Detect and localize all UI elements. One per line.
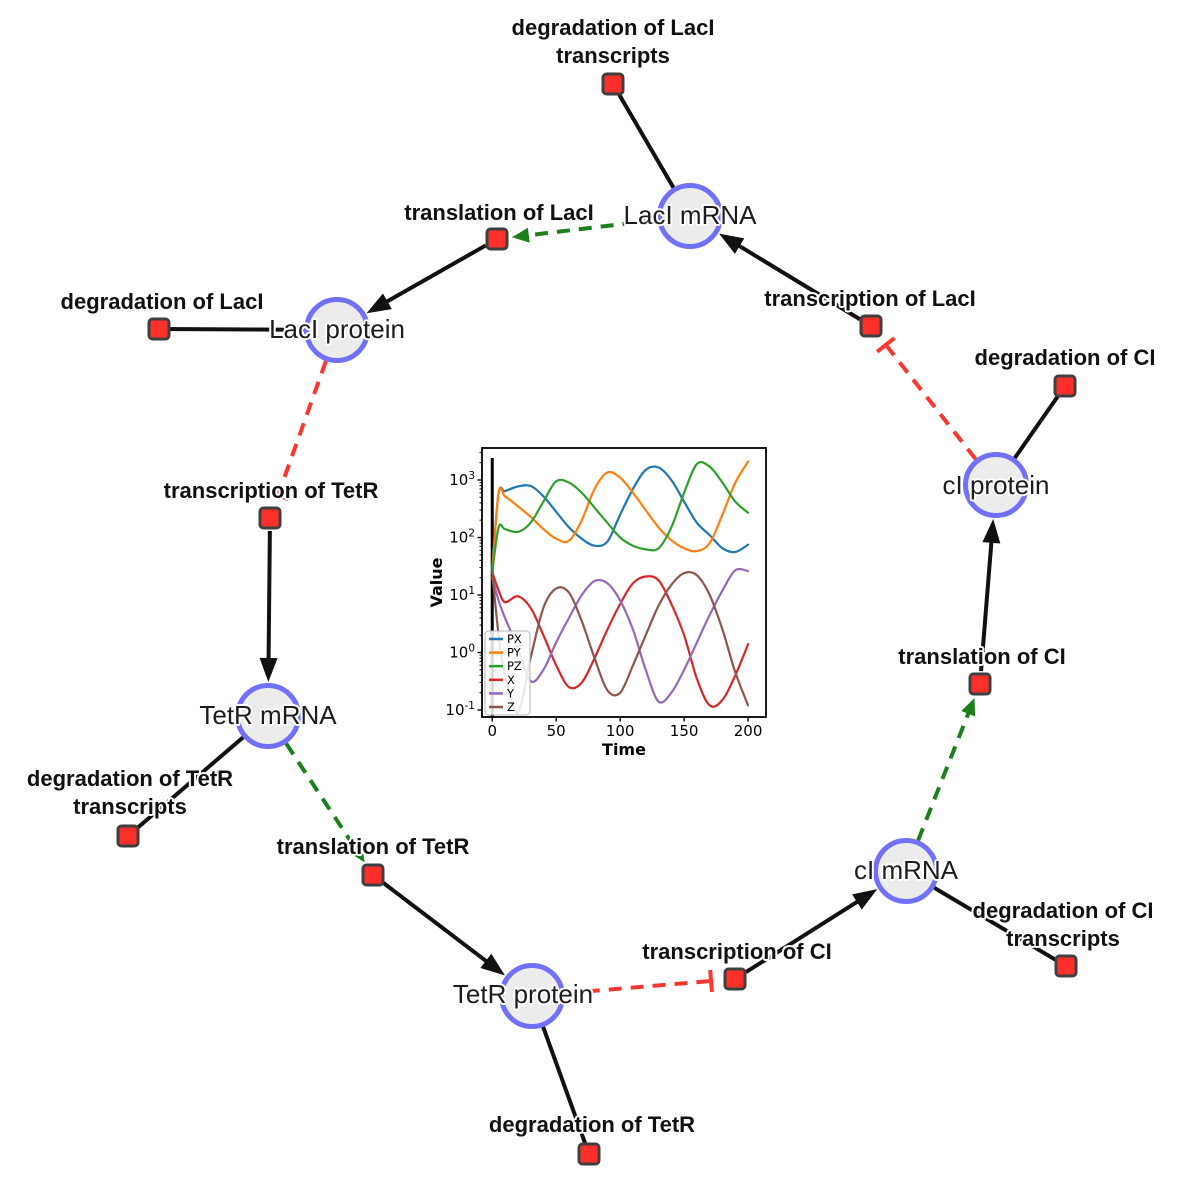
edge-tetr-protein-to-transcription-of-ci <box>564 969 714 996</box>
x-tick-label: 100 <box>606 722 635 740</box>
timecourse-plot-svg: 0 50 100 150 20010-1100101102103TimeValuePXP… <box>427 447 767 759</box>
legend-label-PY: PY <box>507 646 522 660</box>
catalysis-arrowhead-icon <box>511 227 530 243</box>
edge-translation-of-ci-to-ci-protein <box>979 518 1001 672</box>
plot-x-axis-label: Time <box>602 740 646 759</box>
legend-label-PZ: PZ <box>507 659 522 673</box>
arrowhead-icon <box>982 518 1001 544</box>
edge-ci-protein-to-deg-ci <box>994 384 1067 487</box>
inhibition-tbar-icon <box>267 489 290 501</box>
series-PY-line <box>491 460 750 574</box>
y-tick-label: 100 <box>449 643 475 662</box>
inhibition-tbar-icon <box>708 969 714 993</box>
edge-translation-of-laci-to-laci-protein <box>366 243 487 314</box>
arrowhead-icon <box>480 953 505 976</box>
catalysis-arrowhead-icon <box>349 844 365 863</box>
edge-ci-mrna-to-deg-ci-transcripts <box>904 869 1068 968</box>
series-X-line <box>491 571 750 708</box>
edge-transcription-of-ci-to-ci-mrna <box>744 889 878 974</box>
y-tick-label: 103 <box>449 470 475 489</box>
arrowhead-icon <box>719 233 745 254</box>
edge-laci-mrna-to-translation-of-laci <box>511 217 658 243</box>
edge-tetr-mrna-to-deg-tetr-transcripts <box>126 714 270 838</box>
plot-axes-box <box>481 447 767 718</box>
y-tick-label: 101 <box>449 585 475 604</box>
edge-transcription-of-tetr-to-tetr-mrna <box>259 530 278 683</box>
arrowhead-icon <box>852 889 878 910</box>
legend-label-PX: PX <box>507 632 522 646</box>
y-tick-label: 102 <box>449 528 475 547</box>
plot-y-axis-label: Value <box>430 557 446 607</box>
edge-laci-mrna-to-deg-laci-transcripts <box>611 82 692 218</box>
edge-laci-protein-to-transcription-of-tetr <box>267 360 328 501</box>
timecourse-plot: 0 50 100 150 200 10-1 100 101 102 103 Time Value PX P… <box>427 432 776 766</box>
series-PZ-line <box>491 461 750 574</box>
x-tick-label: 50 <box>547 722 566 740</box>
edge-ci-protein-to-transcription-of-laci <box>875 336 978 461</box>
series-Z-line <box>491 571 750 714</box>
edge-laci-protein-to-deg-laci <box>158 327 338 332</box>
arrowhead-icon <box>259 657 278 683</box>
arrowhead-icon <box>366 293 392 314</box>
x-tick-label: 200 <box>734 722 763 740</box>
y-tick-label: 10-1 <box>445 700 475 719</box>
series-Y-line <box>491 567 750 704</box>
x-tick-label: 0 <box>487 722 497 740</box>
edge-tetr-mrna-to-translation-of-tetr <box>284 742 365 863</box>
edge-transcription-of-laci-to-laci-mrna <box>719 233 861 321</box>
catalysis-arrowhead-icon <box>961 697 976 717</box>
edge-ci-mrna-to-translation-of-ci <box>916 697 976 842</box>
legend-label-Z: Z <box>507 700 515 714</box>
edge-tetr-protein-to-deg-tetr <box>530 995 591 1155</box>
edge-translation-of-tetr-to-tetr-protein <box>382 881 505 976</box>
legend-label-X: X <box>507 673 515 687</box>
legend-label-Y: Y <box>506 686 515 700</box>
x-tick-label: 150 <box>670 722 699 740</box>
inhibition-tbar-icon <box>875 336 896 354</box>
